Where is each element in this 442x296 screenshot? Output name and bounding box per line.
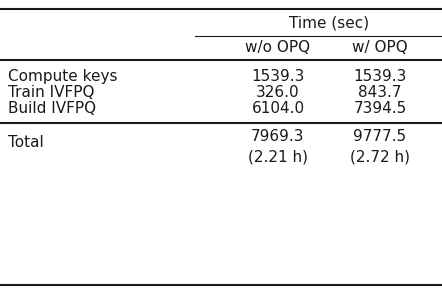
Text: w/o OPQ: w/o OPQ <box>245 40 311 55</box>
Text: 7394.5: 7394.5 <box>353 101 407 116</box>
Text: 843.7: 843.7 <box>358 85 402 100</box>
Text: 6104.0: 6104.0 <box>251 101 305 116</box>
Text: 9777.5: 9777.5 <box>354 129 407 144</box>
Text: Build IVFPQ: Build IVFPQ <box>8 101 96 116</box>
Text: 7969.3: 7969.3 <box>251 129 305 144</box>
Text: 1539.3: 1539.3 <box>251 69 305 84</box>
Text: Compute keys: Compute keys <box>8 69 118 84</box>
Text: 326.0: 326.0 <box>256 85 300 100</box>
Text: Total: Total <box>8 135 44 150</box>
Text: (2.21 h): (2.21 h) <box>248 149 308 165</box>
Text: Train IVFPQ: Train IVFPQ <box>8 85 95 100</box>
Text: 1539.3: 1539.3 <box>353 69 407 84</box>
Text: (2.72 h): (2.72 h) <box>350 149 410 165</box>
Text: Time (sec): Time (sec) <box>289 15 369 30</box>
Text: w/ OPQ: w/ OPQ <box>352 40 408 55</box>
